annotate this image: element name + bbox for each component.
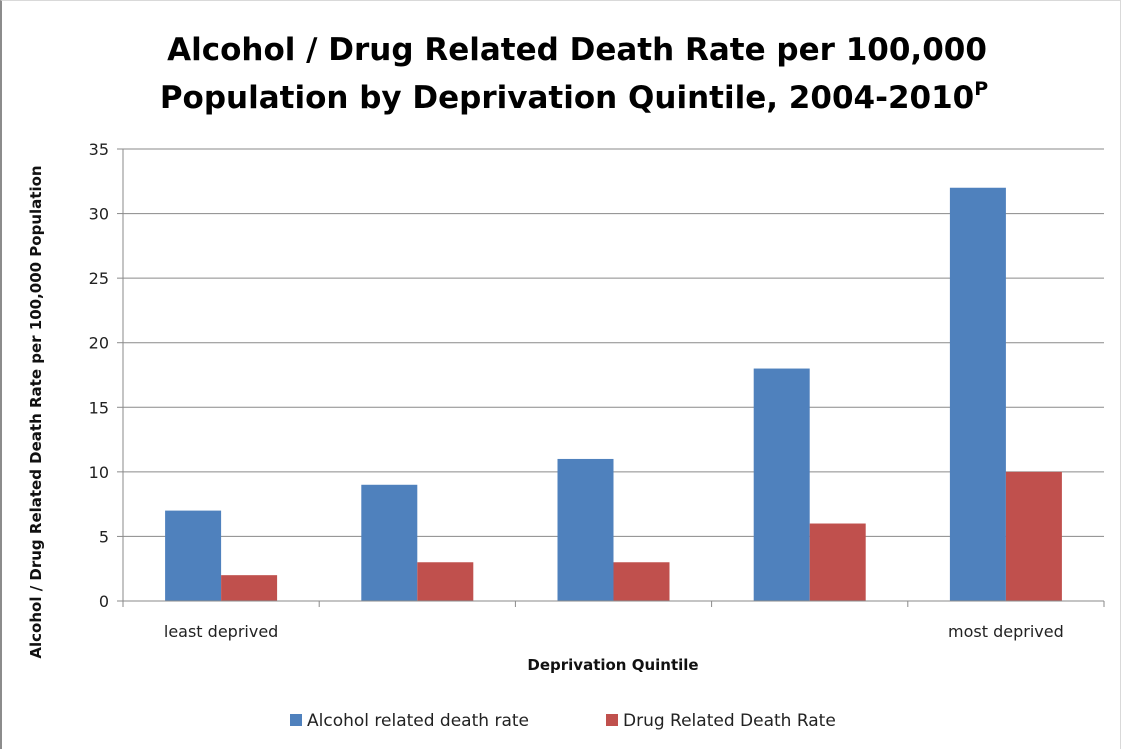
x-category-labels: least deprived most deprived <box>164 622 1064 641</box>
bar-alcohol-1 <box>165 510 222 601</box>
y-tick-label: 15 <box>89 398 109 417</box>
bar-drug-5 <box>1005 471 1062 601</box>
y-tick-label: 20 <box>89 334 109 353</box>
x-category-label: least deprived <box>164 622 278 641</box>
legend: Alcohol related death rate Drug Related D… <box>290 711 836 731</box>
gridlines <box>123 148 1104 537</box>
y-tick-label: 30 <box>89 205 109 224</box>
bar-drug-2 <box>417 562 474 601</box>
bar-alcohol-4 <box>753 368 810 601</box>
y-tick-label: 25 <box>89 269 109 288</box>
chart-title-line-2: Population by Deprivation Quintile, 2004… <box>160 78 988 116</box>
chart-title-superscript: P <box>974 78 988 100</box>
x-axis-title: Deprivation Quintile <box>527 656 698 674</box>
y-tick-label: 5 <box>99 527 109 546</box>
bar-alcohol-5 <box>949 187 1006 601</box>
bars <box>165 187 1062 601</box>
legend-label-drug: Drug Related Death Rate <box>623 711 836 731</box>
chart-title-line-1: Alcohol / Drug Related Death Rate per 10… <box>167 32 987 68</box>
bar-alcohol-2 <box>361 484 418 601</box>
y-axis-title: Alcohol / Drug Related Death Rate per 10… <box>27 165 45 658</box>
bar-drug-1 <box>221 575 278 601</box>
y-tick-label: 35 <box>89 140 109 159</box>
bar-drug-3 <box>613 562 670 601</box>
legend-swatch-drug <box>606 714 618 726</box>
axes <box>117 148 1105 607</box>
legend-swatch-alcohol <box>290 714 302 726</box>
bar-alcohol-3 <box>557 458 614 601</box>
y-tick-labels: 0 5 10 15 20 25 30 35 <box>89 140 109 611</box>
bar-drug-4 <box>809 523 866 601</box>
y-tick-label: 0 <box>99 592 109 611</box>
legend-label-alcohol: Alcohol related death rate <box>307 711 529 731</box>
y-tick-label: 10 <box>89 463 109 482</box>
chart-title-line-2-main: Population by Deprivation Quintile, 2004… <box>160 80 974 116</box>
x-category-label: most deprived <box>948 622 1064 641</box>
